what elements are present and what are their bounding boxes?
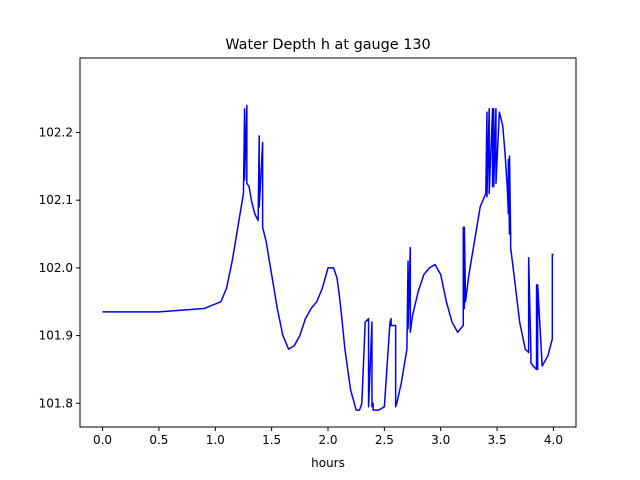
x-tick-label: 3.5 [488, 433, 507, 447]
x-tick-label: 1.0 [206, 433, 225, 447]
series-line-0 [102, 104, 554, 411]
y-tick-label: 102.0 [39, 261, 73, 275]
y-tick-label: 101.9 [39, 329, 73, 343]
y-tick-label: 102.1 [39, 193, 73, 207]
x-tick-label: 2.0 [318, 433, 337, 447]
chart-title: Water Depth h at gauge 130 [225, 37, 430, 53]
y-tick-label: 102.2 [39, 125, 73, 139]
x-tick-label: 0.0 [93, 433, 112, 447]
plot-area: 0.0 0.5 1.0 1.5 2.0 2.5 3.0 3.5 4.0 101.8 101.9 102… [39, 57, 577, 447]
x-tick-label: 2.5 [375, 433, 394, 447]
x-tick-label: 1.5 [262, 433, 281, 447]
y-tick-label: 101.8 [39, 396, 73, 410]
x-tick-label: 3.0 [431, 433, 450, 447]
x-tick-label: 0.5 [149, 433, 168, 447]
x-tick-label: 4.0 [544, 433, 563, 447]
x-axis-label: hours [311, 456, 345, 470]
